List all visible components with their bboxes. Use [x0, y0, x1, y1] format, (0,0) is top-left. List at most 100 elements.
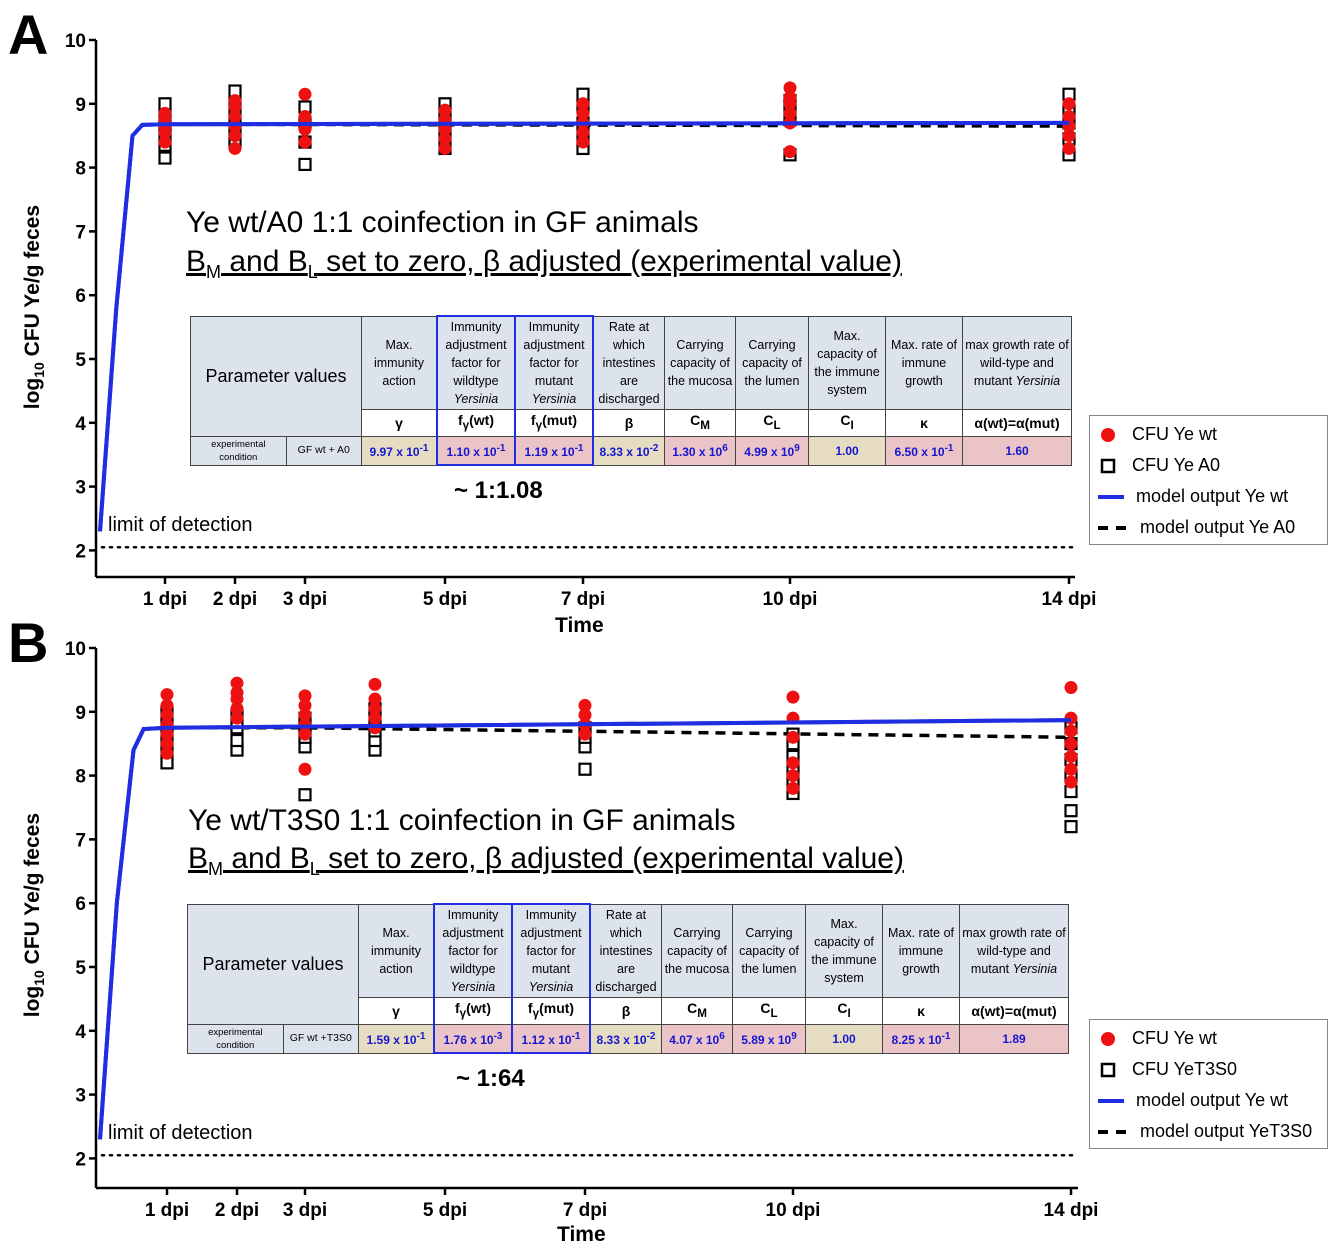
symbol: fγ(mut): [511, 997, 591, 1025]
symbol: α(wt)=α(mut): [962, 409, 1072, 437]
y-tick-label: 3: [75, 478, 86, 499]
legend-item: model output Ye wt: [1090, 1086, 1327, 1116]
data-point-wt: [438, 132, 452, 146]
symbol: β: [589, 997, 662, 1025]
symbol: α(wt)=α(mut): [959, 997, 1069, 1025]
value-ci: 1.00: [808, 435, 886, 466]
symbol: fγ(wt): [436, 409, 516, 437]
data-point-wt: [783, 106, 797, 120]
col-header: Max. rate of immune growth: [882, 903, 960, 998]
legend-line-dashed: [1098, 526, 1132, 530]
value-cl: 4.99 x 109: [735, 435, 809, 466]
col-header: max growth rate of wild-type and mutant …: [959, 903, 1069, 998]
data-point-mutant: [1064, 820, 1078, 834]
data-point-wt: [158, 106, 172, 120]
data-point-wt: [786, 690, 800, 704]
x-tick-label: 7 dpi: [563, 1200, 607, 1221]
y-tick-label: 8: [75, 767, 86, 788]
data-point-wt: [783, 145, 797, 159]
data-point-wt: [438, 103, 452, 117]
data-point-wt: [1064, 749, 1078, 763]
data-point-wt: [298, 708, 312, 722]
data-point-wt: [1062, 141, 1076, 155]
y-tick-label: 7: [75, 830, 86, 851]
data-point-wt: [158, 135, 172, 149]
parameter-table: Parameter values Max. immunity action Im…: [190, 315, 1072, 467]
data-point-wt: [576, 126, 590, 140]
model-line-wt-overlay: [98, 718, 1072, 1140]
x-tick-label: 14 dpi: [1044, 1200, 1099, 1221]
chart-subtitle: BM and BL set to zero, β adjusted (exper…: [188, 842, 904, 879]
symbol: γ: [358, 997, 435, 1025]
data-point-wt: [160, 737, 174, 751]
value-beta: 8.33 x 10-2: [592, 435, 665, 466]
lod-label: limit of detection: [108, 1122, 253, 1144]
chart-subtitle: BM and BL set to zero, β adjusted (exper…: [186, 245, 902, 282]
legend-line-solid: [1098, 495, 1124, 499]
data-point-wt: [576, 106, 590, 120]
data-point-wt: [228, 110, 242, 124]
data-point-wt: [298, 698, 312, 712]
value-fwt: 1.10 x 10-1: [436, 435, 516, 467]
legend-line-dashed: [1098, 1130, 1132, 1134]
symbol: γ: [361, 409, 438, 437]
data-point-wt: [783, 81, 797, 95]
data-point-wt: [298, 727, 312, 741]
parameter-table: Parameter values Max. immunity action Im…: [187, 903, 1069, 1055]
x-tick-label: 10 dpi: [763, 589, 818, 610]
condition-value: GF wt +T3S0: [282, 1023, 360, 1054]
legend-item: CFU Ye wt: [1090, 1024, 1327, 1054]
data-point-wt: [786, 730, 800, 744]
col-header: Max. capacity of the immune system: [805, 903, 883, 998]
data-point-wt: [228, 141, 242, 155]
data-point-wt: [230, 692, 244, 706]
data-point-wt: [298, 135, 312, 149]
plot-area: 2 3 4 5 6 7 8 9 10 1 dpi 2 dpi 3 dpi 5 dpi 7 dpi 10 dp…: [65, 31, 1097, 610]
symbol: CM: [664, 409, 736, 437]
chart-title: Ye wt/A0 1:1 coinfection in GF animals: [186, 206, 699, 239]
legend-text: CFU Ye wt: [1132, 424, 1218, 444]
panel-a: A log10 CFU Ye/g feces 2 3 4 5 6 7 8 9 10 1 dpi 2 …: [0, 0, 1333, 637]
panel-letter: A: [8, 3, 49, 66]
legend-text: CFU Ye A0: [1132, 455, 1221, 475]
legend-text: model output YeT3S0: [1140, 1121, 1313, 1141]
data-point-wt: [438, 122, 452, 136]
value-gamma: 9.97 x 10-1: [361, 435, 438, 466]
x-tick-label: 7 dpi: [561, 589, 605, 610]
data-point-wt: [368, 711, 382, 725]
legend-marker-circle: [1101, 428, 1115, 442]
value-gamma: 1.59 x 10-1: [358, 1023, 435, 1054]
data-point-mutant: [230, 733, 244, 748]
data-point-mutant: [298, 788, 312, 802]
col-header: Carrying capacity of the mucosa: [664, 315, 736, 410]
symbol: β: [592, 409, 665, 437]
data-point-wt: [1064, 724, 1078, 738]
y-tick-label: 4: [75, 1022, 86, 1043]
data-point-mutant: [158, 151, 172, 165]
y-tick-label: 10: [65, 639, 86, 660]
legend-marker-square: [1100, 1062, 1116, 1078]
data-point-wt: [438, 141, 452, 155]
data-point-wt: [298, 689, 312, 703]
model-line-wt-overlay: [98, 120, 1070, 532]
x-tick-label: 5 dpi: [423, 1200, 467, 1221]
col-header: Max. immunity action: [358, 903, 435, 998]
col-header: Rate at which intestines are discharged: [589, 903, 662, 998]
data-point-wt: [783, 90, 797, 104]
data-point-wt: [1064, 775, 1078, 789]
data-point-wt: [368, 702, 382, 716]
symbol: CL: [735, 409, 809, 437]
col-header: Max. capacity of the immune system: [808, 315, 886, 410]
col-header: Immunity adjustment factor for mutant Ye…: [514, 315, 594, 410]
legend-text: model output Ye wt: [1136, 486, 1289, 506]
legend-text: model output Ye A0: [1140, 517, 1296, 537]
data-point-wt: [160, 698, 174, 712]
panel-b: B log10 CFU Ye/g feces 2 3 4 5 6 7 8 9 10 1 dpi 2 …: [0, 608, 1333, 1246]
condition-label: experimental condition: [190, 435, 287, 466]
data-point-mutant: [578, 762, 592, 776]
ratio-label: ~ 1:64: [456, 1065, 525, 1092]
value-fwt: 1.76 x 10-3: [433, 1023, 513, 1055]
parameter-values-label: Parameter values: [187, 903, 359, 1025]
col-header: Carrying capacity of the mucosa: [661, 903, 733, 998]
legend-text: CFU YeT3S0: [1132, 1059, 1238, 1079]
